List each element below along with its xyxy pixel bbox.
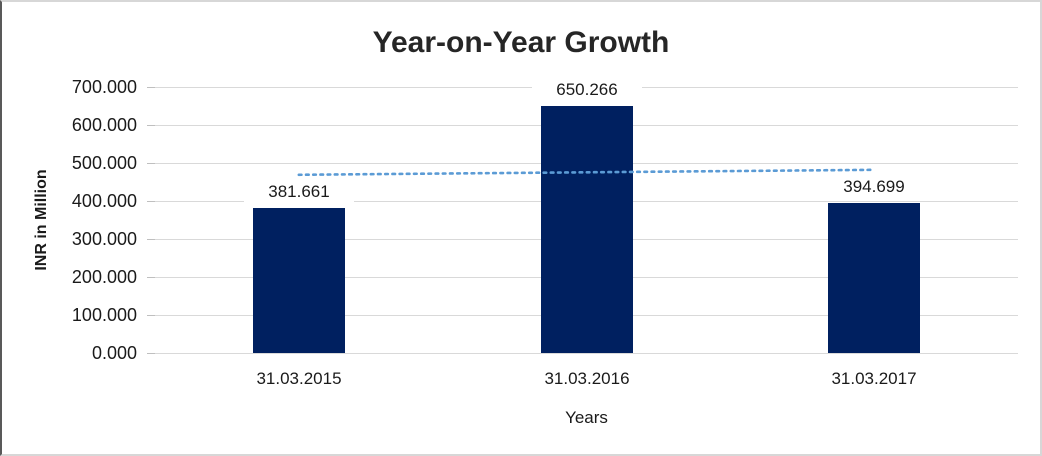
bar-31.03.2017: [828, 203, 920, 353]
trendline-line: [297, 168, 876, 177]
x-tick-label: 31.03.2016: [544, 369, 630, 388]
y-tick-label: 400.000: [71, 191, 137, 211]
data-label: 381.661: [244, 182, 354, 202]
bar-31.03.2016: [541, 106, 633, 353]
y-axis-tickmark: [147, 353, 155, 354]
chart-title: Year-on-Year Growth: [372, 26, 670, 59]
y-axis-tickmark: [147, 163, 155, 164]
y-axis-tickmark: [147, 277, 155, 278]
x-tick-label: 31.03.2017: [831, 369, 917, 388]
bar-31.03.2015: [253, 208, 345, 353]
y-axis-tickmark: [147, 125, 155, 126]
y-axis-tickmark: [147, 315, 155, 316]
plot-area: 381.661 650.266 394.699: [147, 80, 1018, 354]
y-tick-label: 500.000: [71, 153, 137, 173]
x-axis-title: Years: [565, 408, 608, 427]
y-axis-tickmark: [147, 201, 155, 202]
data-label: 394.699: [819, 177, 929, 197]
data-label: 650.266: [532, 80, 642, 100]
y-tick-label: 100.000: [71, 305, 137, 325]
x-tick-label: 31.03.2015: [256, 369, 342, 388]
y-axis-tick-labels: 0.000 100.000 200.000 300.000 400.000 500.000…: [2, 77, 145, 363]
trendline: [297, 168, 876, 177]
y-tick-label: 200.000: [71, 267, 137, 287]
y-tick-label: 700.000: [71, 77, 137, 97]
y-tick-label: 0.000: [91, 343, 137, 363]
y-tick-label: 300.000: [71, 229, 137, 249]
y-tick-label: 600.000: [71, 115, 137, 135]
y-axis-tickmark: [147, 87, 155, 88]
y-axis-tickmark: [147, 239, 155, 240]
x-axis-tick-labels: 31.03.2015 31.03.2016 31.03.2017: [155, 368, 1018, 390]
gridline: [155, 353, 1018, 354]
